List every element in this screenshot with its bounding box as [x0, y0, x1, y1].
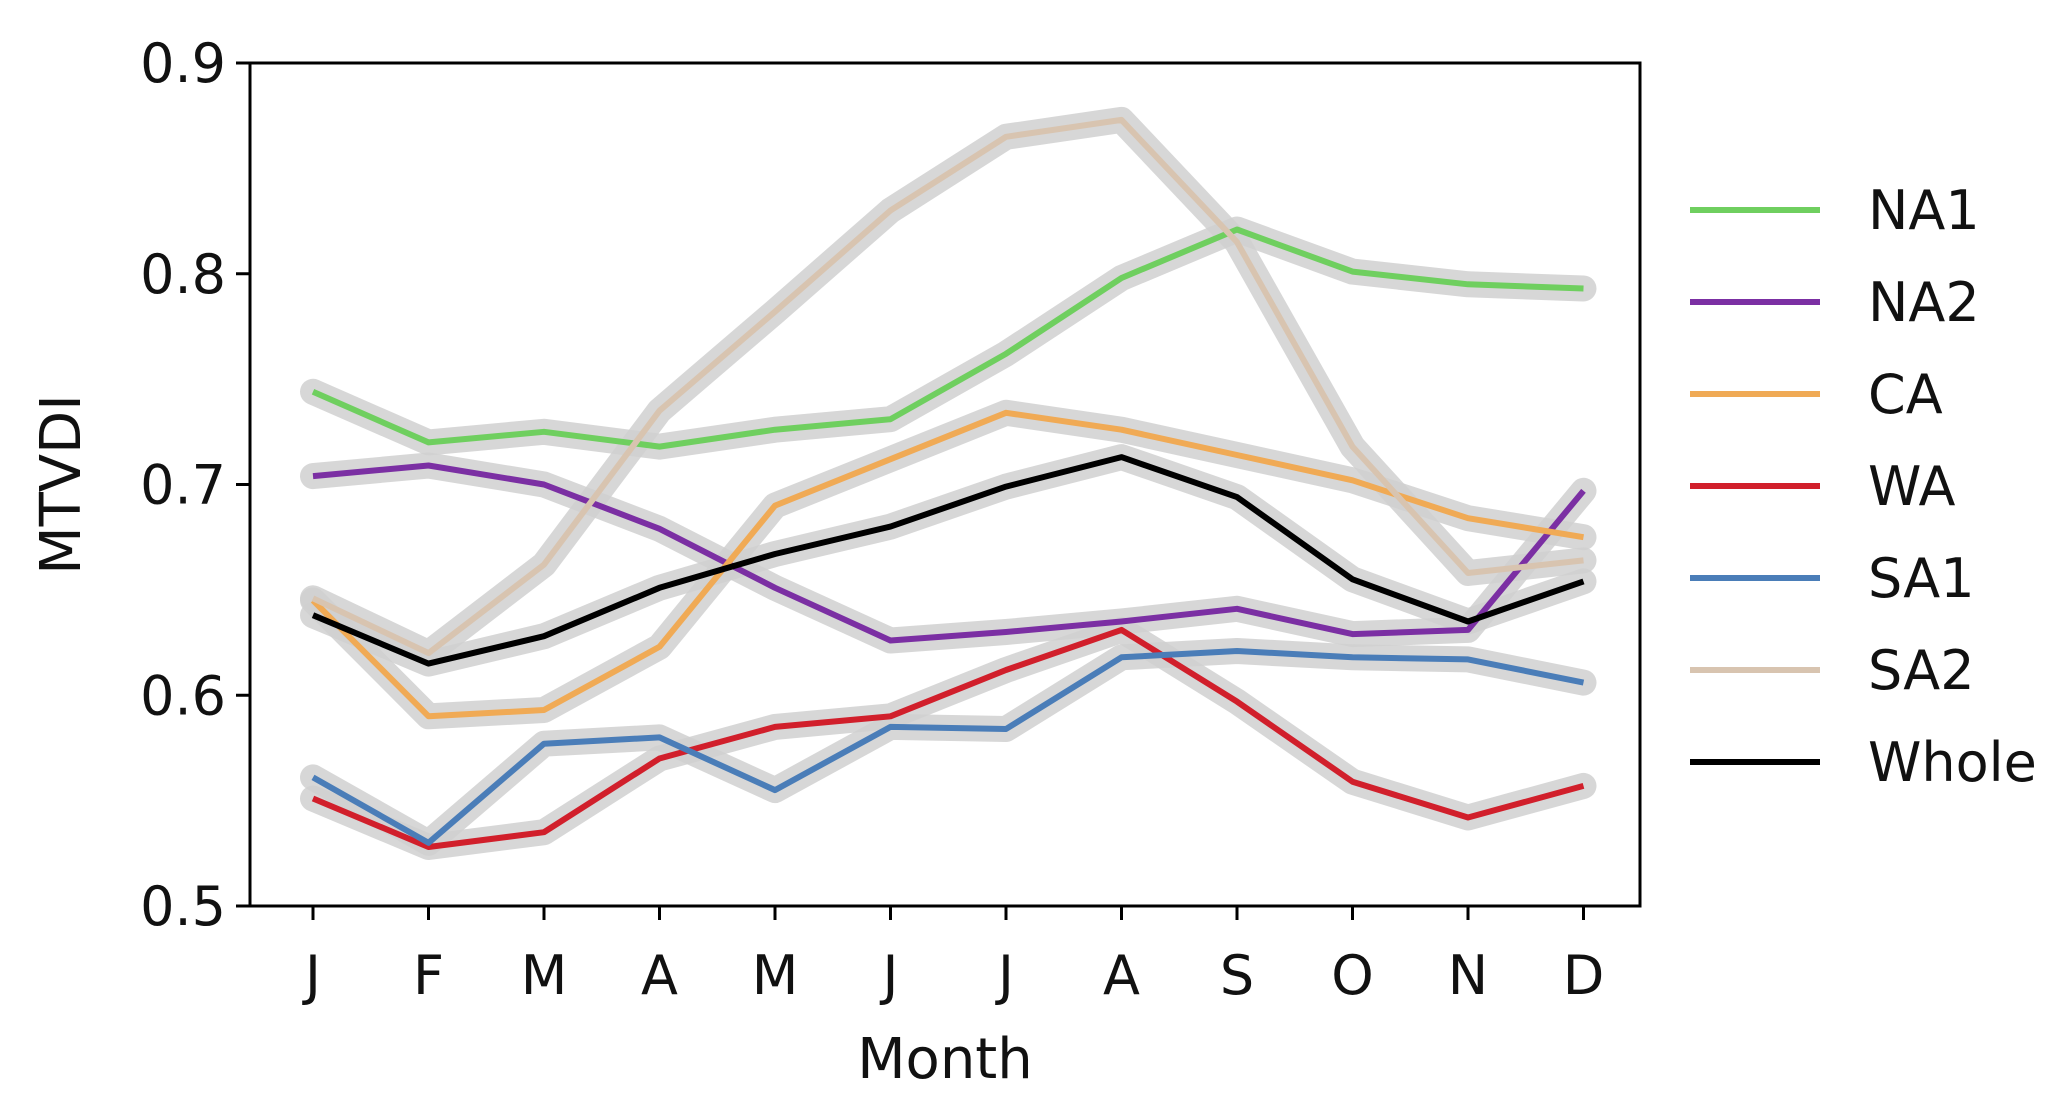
legend-label-whole: Whole [1868, 731, 2037, 794]
band-na1 [300, 216, 1597, 460]
x-tick-label: A [1103, 944, 1140, 1007]
legend-label-wa: WA [1868, 455, 1955, 518]
legend-label-ca: CA [1868, 363, 1943, 426]
x-tick-label: O [1331, 944, 1374, 1007]
legend-label-na1: NA1 [1868, 179, 1980, 242]
x-tick-label: S [1220, 944, 1254, 1007]
x-tick-label: D [1563, 944, 1605, 1007]
legend-label-na2: NA2 [1868, 271, 1980, 334]
x-tick-label: A [641, 944, 678, 1007]
legend: NA1 NA2 CA WA SA1 SA2 Whole [1690, 179, 2037, 794]
y-tick-label: 0.8 [140, 243, 226, 306]
series-line-ca [310, 409, 1584, 720]
y-tick-label: 0.9 [140, 32, 226, 95]
series-line-sa2 [311, 116, 1584, 657]
x-tick-label: F [413, 944, 444, 1007]
series-lines [310, 116, 1586, 850]
series-line-na1 [311, 226, 1584, 450]
y-tick-label: 0.5 [140, 875, 226, 938]
series-line-wa [311, 626, 1585, 850]
series-line-sa1 [311, 648, 1585, 846]
legend-label-sa1: SA1 [1868, 547, 1975, 610]
x-tick-label: J [880, 944, 899, 1007]
y-tick-label: 0.6 [140, 664, 226, 727]
x-tick-label: N [1448, 944, 1488, 1007]
y-tick-label: 0.7 [140, 454, 226, 517]
x-tick-label: J [302, 944, 321, 1007]
x-tick-label: M [752, 944, 799, 1007]
x-tick-label: J [995, 944, 1014, 1007]
series-line-na2 [312, 462, 1586, 644]
confidence-bands [300, 106, 1597, 860]
legend-label-sa2: SA2 [1868, 639, 1975, 702]
x-axis-title: Month [857, 1027, 1033, 1092]
y-axis-title: MTVDI [29, 394, 94, 574]
y-axis: 0.5 0.6 0.7 0.8 0.9 [140, 32, 250, 938]
series-line-whole [311, 454, 1585, 667]
x-tick-label: M [521, 944, 568, 1007]
